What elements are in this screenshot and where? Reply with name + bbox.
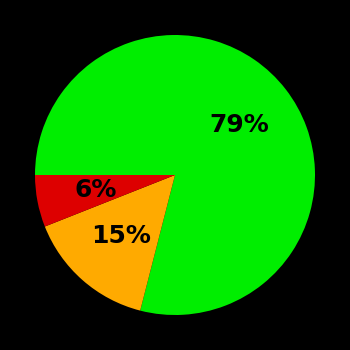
Wedge shape — [35, 35, 315, 315]
Wedge shape — [45, 175, 175, 310]
Text: 6%: 6% — [74, 178, 117, 202]
Wedge shape — [35, 175, 175, 226]
Text: 79%: 79% — [209, 113, 269, 137]
Text: 15%: 15% — [91, 224, 151, 248]
